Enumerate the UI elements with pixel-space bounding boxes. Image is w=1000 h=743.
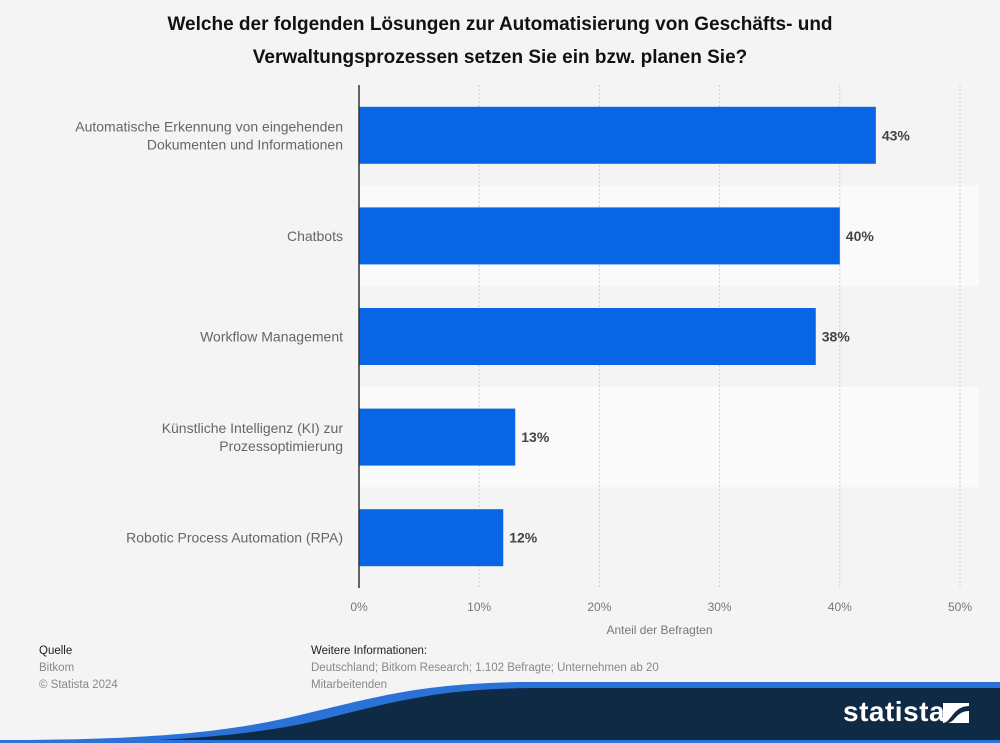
category-label: Automatische Erkennung von eingehenden	[75, 118, 343, 134]
category-label: Workflow Management	[200, 329, 343, 345]
category-labels: Automatische Erkennung von eingehenden Do…	[75, 118, 343, 545]
info-heading: Weitere Informationen:	[311, 645, 428, 657]
x-tick-label: 0%	[350, 600, 368, 614]
value-label: 13%	[521, 429, 550, 445]
source-name[interactable]: Bitkom	[39, 662, 75, 674]
category-label: Künstliche Intelligenz (KI) zur	[162, 420, 344, 436]
source-heading: Quelle	[39, 645, 73, 657]
x-axis-title: Anteil der Befragten	[606, 623, 712, 637]
category-label: Robotic Process Automation (RPA)	[126, 530, 343, 546]
copyright: © Statista 2024	[39, 679, 118, 691]
value-labels: 43% 40% 38% 13% 12%	[509, 127, 910, 545]
x-tick-labels: 0% 10% 20% 30% 40% 50%	[350, 600, 972, 614]
info-line-1: Deutschland; Bitkom Research; 1.102 Befr…	[311, 662, 659, 674]
x-tick-label: 50%	[948, 600, 972, 614]
source-block: Quelle Bitkom © Statista 2024	[39, 643, 118, 694]
value-label: 40%	[846, 228, 875, 244]
value-label: 12%	[509, 530, 538, 546]
bar	[359, 408, 516, 466]
x-tick-label: 30%	[708, 600, 732, 614]
x-tick-label: 20%	[587, 600, 611, 614]
chart-title-line-1: Welche der folgenden Lösungen zur Automa…	[167, 14, 833, 35]
x-tick-label: 10%	[467, 600, 491, 614]
bar	[359, 106, 876, 164]
bar	[359, 207, 840, 265]
info-block: Weitere Informationen: Deutschland; Bitk…	[311, 643, 659, 694]
category-label: Prozessoptimierung	[219, 438, 343, 454]
info-line-2: Mitarbeitenden	[311, 679, 388, 691]
brand-banner	[0, 682, 1000, 743]
statista-logo-icon	[943, 703, 969, 723]
value-label: 38%	[822, 329, 851, 345]
bars	[359, 106, 876, 567]
bar	[359, 509, 504, 567]
statista-logo[interactable]: statista	[843, 696, 945, 728]
category-label: Dokumenten und Informationen	[147, 136, 343, 152]
chart-title-line-2: Verwaltungsprozessen setzen Sie ein bzw.…	[252, 47, 748, 68]
value-label: 43%	[882, 127, 911, 143]
category-label: Chatbots	[287, 228, 343, 244]
chart-title: Welche der folgenden Lösungen zur Automa…	[0, 8, 1000, 74]
x-tick-label: 40%	[828, 600, 852, 614]
statista-wordmark: statista	[843, 696, 946, 727]
bar	[359, 308, 816, 365]
